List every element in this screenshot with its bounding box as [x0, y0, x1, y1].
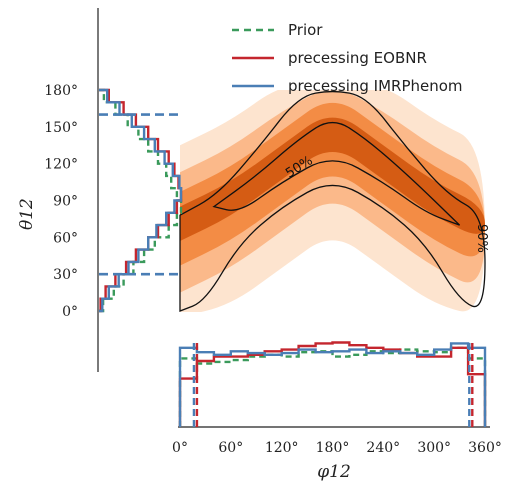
y-tick-label: 0° — [62, 304, 78, 320]
phi-hist-precessing-imrphenom — [178, 342, 487, 427]
density-band-mid — [180, 90, 485, 293]
density-core — [180, 117, 485, 241]
y-tick-label: 120° — [44, 157, 78, 173]
y-axis-label-text: θ12 — [17, 198, 37, 230]
y-tick-label: 150° — [44, 120, 78, 136]
x-tick-label: 360° — [468, 440, 502, 456]
x-tick-label: 300° — [417, 440, 451, 456]
theta-hist-precessing-imrphenom — [99, 88, 183, 313]
legend-label-eobnr: precessing EOBNR — [288, 49, 427, 67]
x-tick-label: 180° — [316, 440, 350, 456]
x-tick-label: 240° — [366, 440, 400, 456]
x-tick-label: 60° — [218, 440, 243, 456]
legend: Prior precessing EOBNR precessing IMRPhe… — [232, 21, 463, 95]
legend-label-imrphenom: precessing IMRPhenom — [288, 77, 463, 95]
x-axis-label-text: φ12 — [317, 462, 351, 482]
y-axis-label: θ12 — [17, 198, 37, 230]
x-axis-label: φ12 — [317, 462, 351, 482]
contour-90-percent — [179, 90, 486, 312]
legend-label-prior: Prior — [288, 21, 323, 39]
contour-50-percent — [212, 121, 461, 226]
x-tick-label: 120° — [265, 440, 299, 456]
phi-hist-prior — [178, 346, 487, 427]
theta-hist-precessing-eobnr — [99, 88, 183, 313]
y-tick-label: 90° — [53, 194, 78, 210]
theta-marginal-panel: 0° 30° 60° 90° 120° 150° 180° — [44, 8, 183, 372]
y-tick-label: 60° — [53, 230, 78, 246]
joint-density-panel — [179, 90, 486, 312]
theta-hist-prior — [99, 88, 183, 313]
x-tick-label: 0° — [172, 440, 188, 456]
phi-marginal-panel: 0° 60° 120° 180° 240° 300° 360° — [172, 339, 502, 456]
y-tick-label: 180° — [44, 83, 78, 99]
y-tick-label: 30° — [53, 267, 78, 283]
phi-hist-precessing-eobnr — [178, 341, 487, 427]
contour-label-90: 90% — [474, 224, 489, 253]
